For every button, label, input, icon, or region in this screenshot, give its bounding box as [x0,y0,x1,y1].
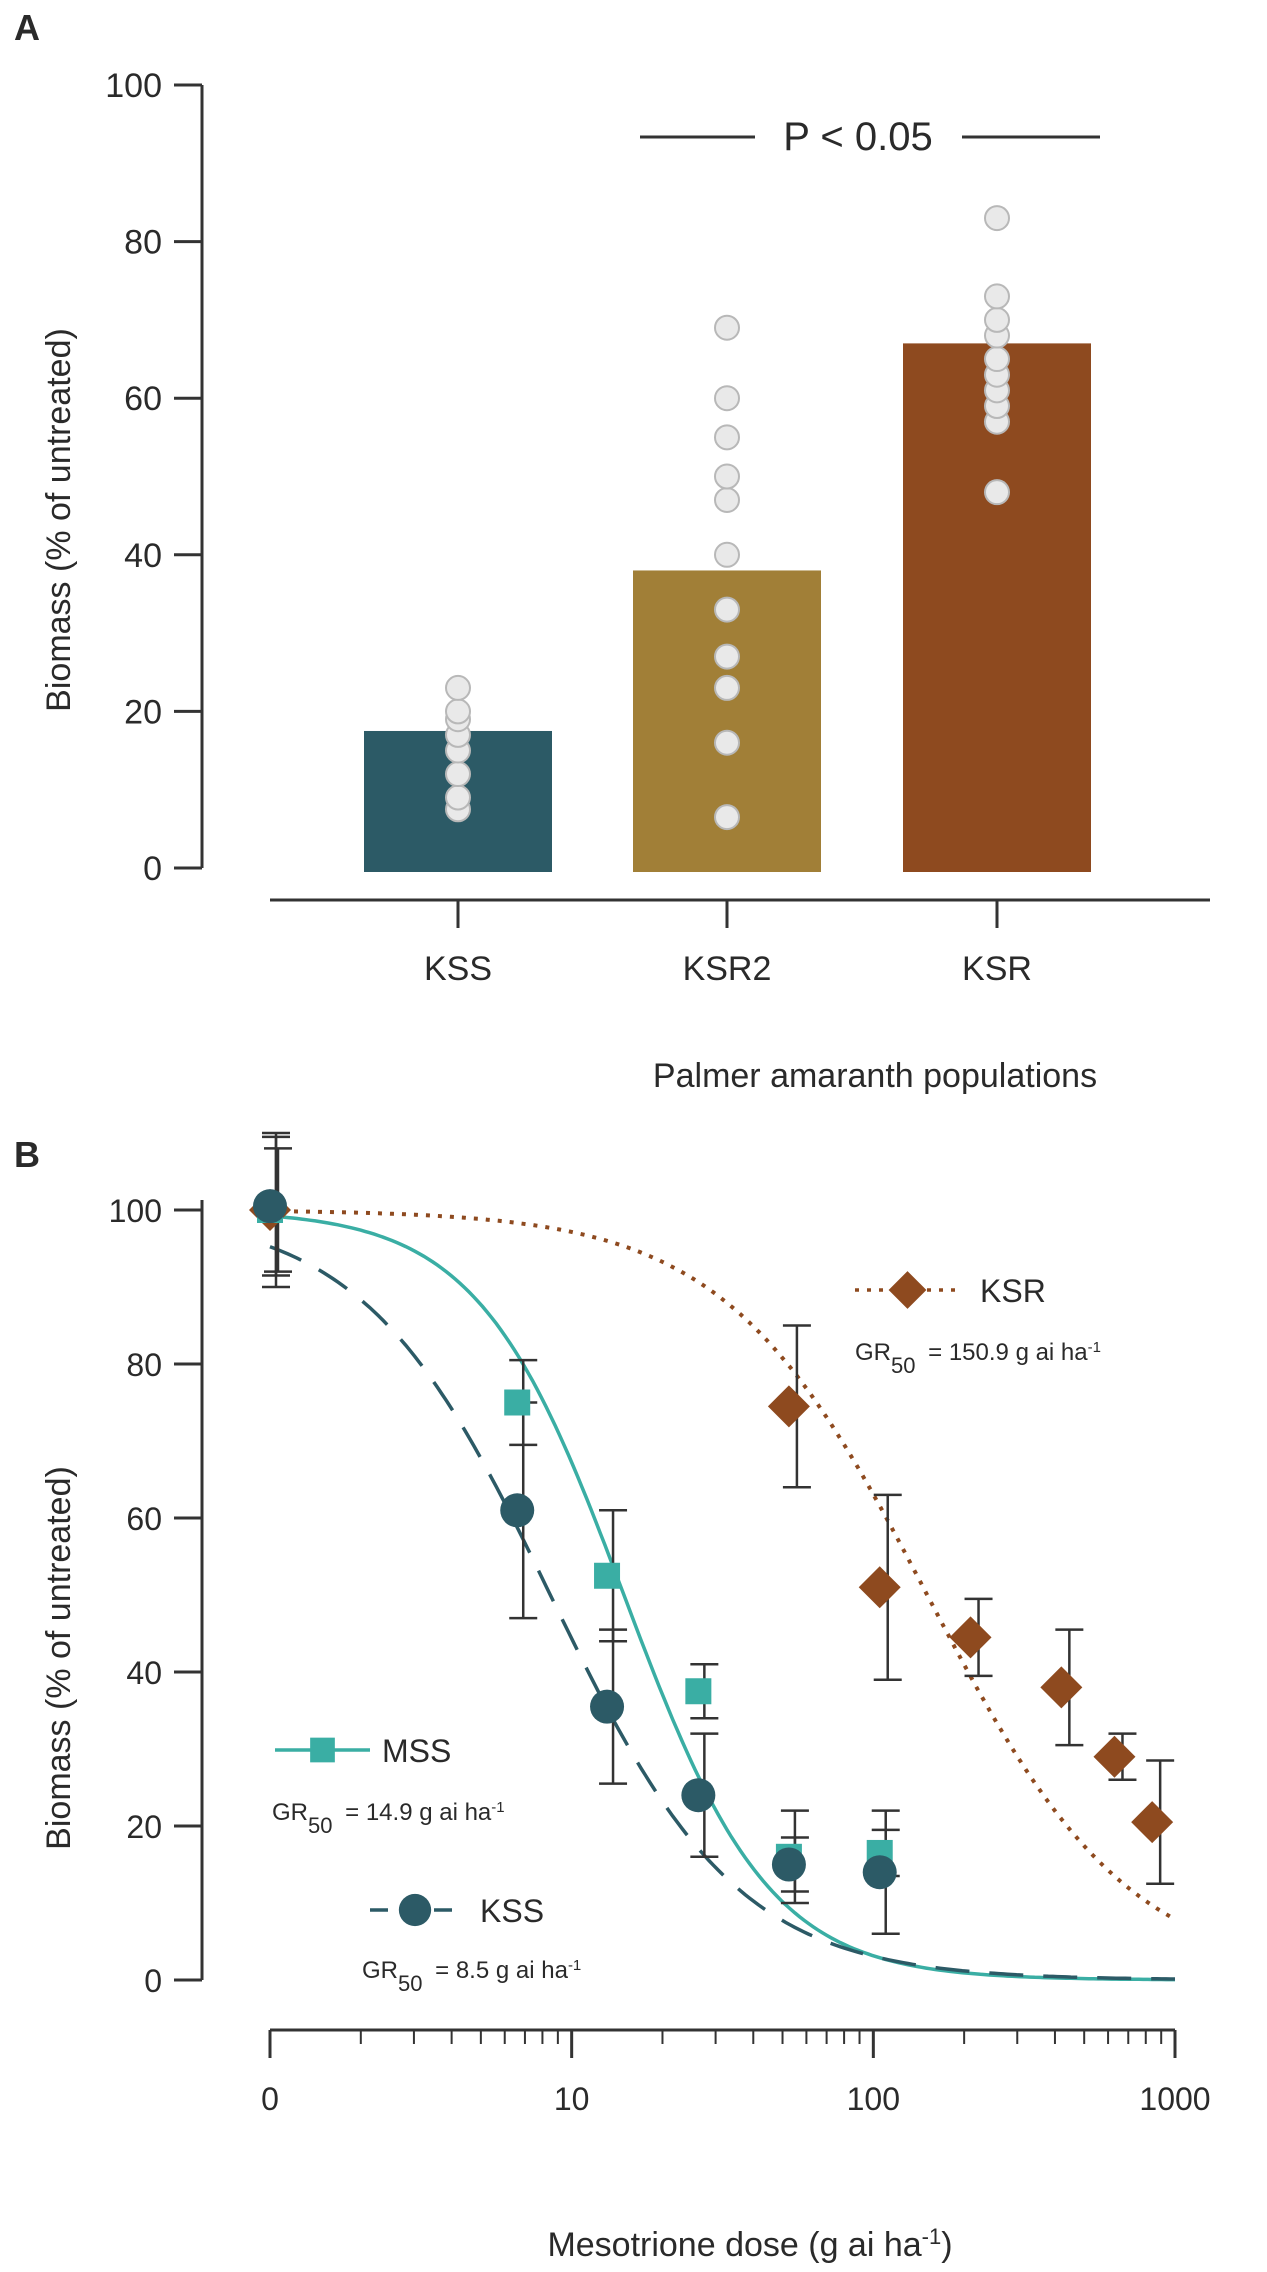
panel-b-y-tick-label: 0 [144,1963,162,1999]
legend-label-kss: KSS [480,1893,544,1929]
marker-mss [594,1562,621,1589]
panel-b-y-tick-label: 80 [126,1347,162,1383]
data-point-ksr2 [714,596,740,623]
data-point-ksr [984,479,1010,506]
fit-curve-ksr [269,1209,1177,1922]
panel-a-y-tick-label: 80 [124,224,162,262]
panel-b-legend: KSR GR50 = 150.9 g ai ha-1 MSS GR50 = 14.9 … [272,1271,1101,1996]
panel-b-label: B [14,1134,40,1175]
panel-a-y-tick-label: 20 [124,693,162,731]
panel-a-x-label: Palmer amaranth populations [653,1057,1097,1095]
legend-marker-ksr [888,1271,927,1309]
panel-a-points [445,205,1010,831]
panel-a-y-tick-label: 60 [124,380,162,418]
panel-a: A 0 20 40 60 80 100 KSS KSR2 KSR P < 0.05 Palme… [14,7,1210,1095]
data-point-ksr2 [714,424,740,451]
data-point-ksr [984,346,1010,373]
data-point-ksr2 [714,674,740,701]
marker-kss [253,1189,287,1224]
data-point-ksr [984,283,1010,310]
panel-a-y-tick-label: 40 [124,537,162,575]
data-point-ksr2 [714,314,740,341]
data-point-ksr [984,205,1010,232]
marker-ksr [858,1566,901,1609]
panel-b-x-axis: 0 10 100 1000 [261,2028,1211,2117]
data-point-ksr2 [714,486,740,513]
panel-b-x-tick-label: 0 [261,2081,279,2117]
legend-label-ksr: KSR [980,1273,1046,1309]
panel-a-label: A [14,7,40,48]
panel-b-y-tick-label: 60 [126,1501,162,1537]
data-point-ksr2 [714,463,740,490]
data-point-ksr2 [714,804,740,831]
panel-a-annotation: P < 0.05 [640,115,1100,159]
panel-b-x-tick-label: 100 [847,2081,900,2117]
panel-a-x-tick-label: KSR2 [683,950,772,988]
gr50-label-kss: GR50 = 8.5 g ai ha-1 [362,1957,581,1996]
panel-a-x-tick-label: KSR [962,950,1032,988]
data-point-ksr2 [714,541,740,568]
marker-ksr [949,1616,992,1659]
panel-b-x-tick-label: 1000 [1139,2081,1210,2117]
legend-label-mss: MSS [382,1733,451,1769]
panel-a-y-label: Biomass (% of untreated) [40,328,78,712]
legend-marker-kss [398,1893,432,1927]
p-value-label: P < 0.05 [783,115,932,159]
panel-b-y-tick-label: 20 [126,1809,162,1845]
gr50-label-mss: GR50 = 14.9 g ai ha-1 [272,1799,505,1838]
marker-kss [771,1847,806,1882]
marker-ksr [1040,1666,1083,1709]
legend-marker-mss [310,1737,335,1763]
marker-kss [590,1689,625,1724]
panel-a-y-tick-label: 0 [143,850,162,888]
data-point-kss [445,784,471,811]
marker-ksr [767,1385,810,1428]
marker-kss [500,1493,535,1528]
data-point-kss [445,674,471,701]
data-point-ksr2 [714,729,740,756]
marker-mss [504,1389,531,1416]
panel-b-x-tick-label: 10 [554,2081,590,2117]
panel-b-y-tick-label: 40 [126,1655,162,1691]
panel-a-y-tick-label: 100 [105,67,162,105]
data-point-ksr2 [714,643,740,670]
panel-b-fit-curves [269,1209,1177,1982]
marker-kss [862,1855,897,1890]
panel-b-y-axis: 0 20 40 60 80 100 [109,1193,204,1999]
marker-ksr [1093,1735,1136,1778]
panel-a-y-axis: 0 20 40 60 80 100 [105,67,204,888]
marker-ksr [1131,1801,1174,1844]
panel-a-x-axis: KSS KSR2 KSR [270,898,1210,988]
marker-kss [681,1778,716,1813]
panel-b: B 0 20 40 60 80 100 0 10 100 1000 KSR GR50 = 150.… [14,1131,1211,2265]
fit-curve-kss [269,1245,1175,1981]
panel-b-x-label: Mesotrione dose (g ai ha-1) [547,2224,952,2265]
panel-b-markers [249,1189,1174,1890]
marker-mss [685,1678,712,1705]
panel-b-y-tick-label: 100 [109,1193,162,1229]
panel-b-y-label: Biomass (% of untreated) [40,1466,78,1850]
fit-curve-mss [269,1214,1175,1982]
data-point-ksr2 [714,385,740,412]
panel-a-x-tick-label: KSS [424,950,492,988]
data-point-kss [445,761,471,788]
gr50-label-ksr: GR50 = 150.9 g ai ha-1 [855,1339,1101,1378]
data-point-ksr [984,306,1010,333]
data-point-kss [445,698,471,725]
